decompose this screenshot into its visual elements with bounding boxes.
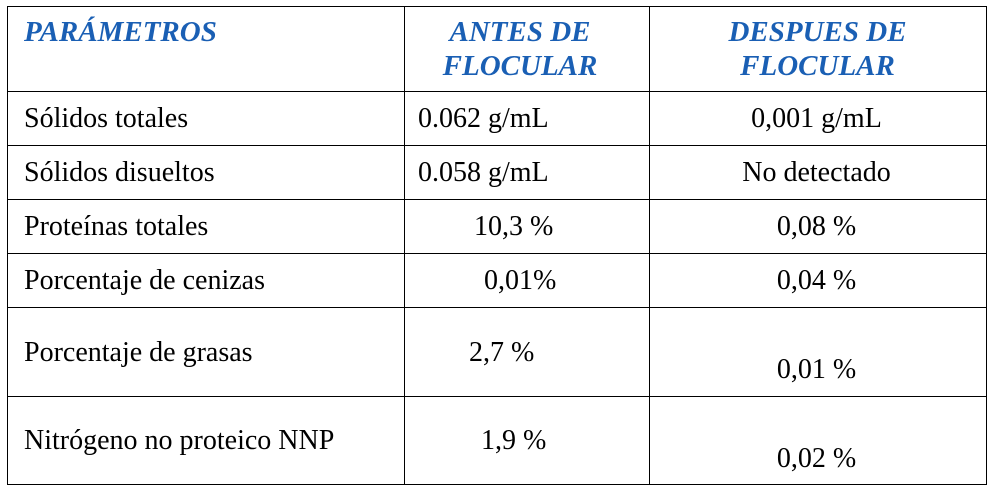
param-cell: Porcentaje de cenizas xyxy=(24,265,265,296)
before-cell: 1,9 % xyxy=(481,425,547,456)
after-cell: 0,01 % xyxy=(776,354,857,385)
after-cell: 0,001 g/mL xyxy=(751,103,882,134)
after-cell: No detectado xyxy=(742,157,891,188)
header-antes-line1: ANTES DE xyxy=(449,16,591,48)
before-cell: 0.058 g/mL xyxy=(418,157,549,188)
row-divider xyxy=(7,396,987,397)
row-divider xyxy=(7,307,987,308)
header-antes-line2: FLOCULAR xyxy=(442,50,598,82)
row-divider xyxy=(7,199,987,200)
column-divider xyxy=(404,6,405,485)
param-cell: Sólidos totales xyxy=(24,103,189,134)
header-parametros: PARÁMETROS xyxy=(24,16,217,48)
row-divider xyxy=(7,253,987,254)
row-divider xyxy=(7,91,987,92)
row-divider xyxy=(7,145,987,146)
after-cell: 0,04 % xyxy=(776,265,857,296)
header-despues-line2: FLOCULAR xyxy=(740,50,895,82)
param-cell: Proteínas totales xyxy=(24,211,209,242)
after-cell: 0,08 % xyxy=(776,211,857,242)
param-cell: Sólidos disueltos xyxy=(24,157,215,188)
before-cell: 10,3 % xyxy=(474,211,554,242)
before-cell: 2,7 % xyxy=(469,337,535,368)
after-cell: 0,02 % xyxy=(776,443,857,474)
header-despues-line1: DESPUES DE xyxy=(728,16,907,48)
param-cell: Nitrógeno no proteico NNP xyxy=(24,425,335,456)
column-divider xyxy=(649,6,650,485)
table-border xyxy=(7,6,987,485)
before-cell: 0,01% xyxy=(484,265,557,296)
param-cell: Porcentaje de grasas xyxy=(24,337,253,368)
before-cell: 0.062 g/mL xyxy=(418,103,549,134)
